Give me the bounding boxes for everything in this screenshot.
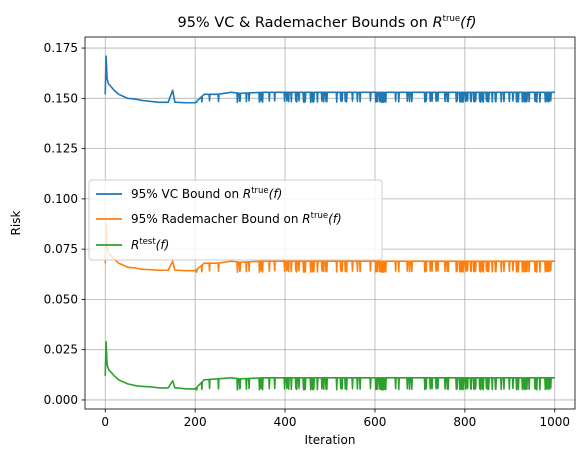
x-tick-label: 800	[453, 415, 476, 429]
series-line-vc	[104, 55, 556, 104]
chart-title-sup: true	[443, 14, 460, 24]
legend-label-vc: 95% VC Bound on Rtrue(f)	[131, 186, 282, 201]
y-axis-label: Risk	[9, 211, 23, 236]
legend-label-rademacher-var: R	[302, 212, 310, 226]
x-tick-label: 0	[101, 415, 109, 429]
legend-label-vc-var: R	[243, 187, 251, 201]
y-tick-label: 0.050	[44, 292, 78, 306]
chart-title-arg: (f)	[460, 15, 476, 31]
legend-label-test-sup: test	[139, 237, 156, 247]
ticks: 0 200 400 600 800 1000 0.000 0.025 0.050 0.075 0.1…	[44, 41, 570, 429]
legend-label-test-arg: (f)	[156, 238, 170, 252]
legend-label-vc-prefix: 95% VC Bound on	[131, 187, 243, 201]
legend-label-test-var: R	[131, 238, 139, 252]
chart-title: 95% VC & Rademacher Bounds on Rtrue(f)	[177, 14, 476, 31]
x-tick-label: 1000	[539, 415, 570, 429]
series-line-rademacher	[104, 222, 556, 274]
y-tick-label: 0.150	[44, 91, 78, 105]
legend: 95% VC Bound on Rtrue(f) 95% Rademacher …	[88, 179, 383, 261]
legend-entry-test: Rtest(f)	[96, 237, 169, 252]
x-tick-label: 400	[274, 415, 297, 429]
legend-box	[88, 179, 383, 261]
legend-label-test: Rtest(f)	[131, 237, 169, 252]
legend-label-rademacher: 95% Rademacher Bound on Rtrue(f)	[131, 211, 342, 226]
x-tick-label: 600	[364, 415, 387, 429]
y-tick-label: 0.075	[44, 242, 78, 256]
chart-title-prefix: 95% VC & Rademacher Bounds on	[177, 15, 432, 31]
legend-label-vc-sup: true	[251, 186, 268, 196]
legend-entry-rademacher: 95% Rademacher Bound on Rtrue(f)	[96, 211, 342, 226]
x-tick-label: 200	[184, 415, 207, 429]
chart-title-var: R	[433, 15, 443, 31]
plot-frame	[84, 36, 576, 410]
x-axis-label: Iteration	[305, 433, 356, 447]
series-layer	[104, 55, 556, 391]
y-tick-label: 0.000	[44, 393, 78, 407]
legend-label-rademacher-sup: true	[311, 211, 328, 221]
legend-entry-vc: 95% VC Bound on Rtrue(f)	[96, 186, 282, 201]
legend-label-rademacher-prefix: 95% Rademacher Bound on	[131, 212, 302, 226]
legend-label-rademacher-arg: (f)	[328, 212, 342, 226]
series-line-test	[104, 340, 556, 391]
y-tick-label: 0.100	[44, 192, 78, 206]
y-tick-label: 0.175	[44, 41, 78, 55]
y-tick-label: 0.125	[44, 142, 78, 156]
legend-label-vc-arg: (f)	[269, 187, 283, 201]
y-tick-label: 0.025	[44, 343, 78, 357]
